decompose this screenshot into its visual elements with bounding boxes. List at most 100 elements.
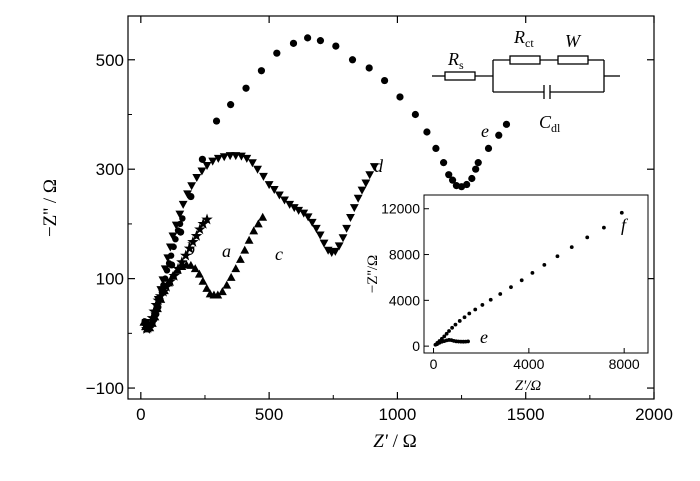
inset-data-point-f: [542, 262, 547, 267]
inset-data-point-f: [498, 292, 503, 296]
inset-points: [433, 210, 624, 347]
inset-data-point-f: [530, 270, 535, 275]
data-point-c: [168, 271, 178, 280]
inset-data-point-f: [473, 307, 478, 312]
series-c: [139, 212, 268, 333]
inset-data-point-f: [444, 331, 449, 336]
inset-data-point-f: [439, 336, 444, 341]
inset-data-point-e: [466, 339, 470, 344]
data-point-e: [474, 159, 482, 167]
data-point-d: [323, 246, 333, 255]
curve-label-b: b: [186, 239, 195, 259]
data-point-d: [150, 312, 160, 321]
data-point-d: [299, 209, 309, 218]
data-point-e: [423, 128, 431, 136]
data-point-d: [148, 319, 158, 327]
data-point-c: [213, 290, 223, 299]
inset-data-point-f: [462, 315, 467, 320]
data-point-e: [242, 84, 250, 92]
data-point-c: [202, 283, 212, 292]
data-point-c: [194, 269, 204, 278]
inset-data-point-f: [467, 311, 472, 316]
inset-data-point-f: [457, 319, 462, 323]
data-point-a: [197, 217, 209, 229]
inset-data-point-f: [602, 225, 606, 230]
curve-label-d: d: [374, 156, 384, 176]
data-point-c: [235, 254, 245, 263]
data-point-d: [269, 186, 279, 195]
main-ticks: 0 500 1000 1500 2000 −100 100 300 500: [86, 16, 673, 424]
inset-y-tick-label: 0: [412, 338, 420, 354]
x-tick-label: 500: [255, 405, 283, 424]
data-point-a: [190, 229, 203, 241]
y-axis-label: −Z'' / Ω: [40, 179, 61, 237]
inset-x-tick-label: 4000: [513, 356, 544, 372]
data-point-d: [357, 186, 367, 195]
y-tick-label: 100: [96, 270, 124, 289]
circuit-label-w: W: [565, 31, 582, 51]
y-tick-label: 300: [96, 160, 124, 179]
data-point-a: [180, 249, 192, 261]
data-point-d: [152, 303, 162, 312]
data-point-d: [165, 243, 175, 252]
data-point-c: [198, 276, 208, 285]
data-point-d: [361, 179, 371, 188]
data-point-c: [231, 264, 241, 273]
data-point-d: [160, 265, 170, 274]
data-point-d: [213, 154, 223, 163]
data-point-e: [187, 192, 195, 201]
series-e: [168, 34, 511, 269]
data-point-d: [303, 213, 313, 222]
data-point-c: [160, 286, 169, 295]
data-point-d: [353, 194, 363, 203]
data-point-d: [330, 247, 340, 256]
data-point-d: [280, 196, 289, 205]
data-point-e: [440, 159, 448, 167]
inset-curve-label-f: f: [621, 215, 629, 235]
data-point-d: [171, 221, 181, 230]
warburg-element: [557, 55, 589, 65]
data-point-d: [158, 276, 168, 285]
data-point-a: [194, 223, 206, 235]
data-point-e: [468, 174, 476, 183]
data-point-d: [175, 210, 185, 219]
data-point-d: [202, 161, 212, 170]
data-point-c: [240, 245, 250, 254]
inset-data-point-f: [509, 285, 513, 290]
data-point-d: [342, 224, 352, 233]
x-tick-label: 1000: [379, 405, 417, 424]
x-tick-label: 2000: [635, 405, 673, 424]
data-point-d: [369, 163, 379, 172]
data-point-d: [242, 154, 252, 163]
main-plot-frame: [127, 15, 655, 400]
data-point-e: [198, 155, 207, 163]
inset-series-f: [433, 210, 624, 347]
data-point-c: [186, 260, 196, 269]
circuit-label-rct: Rct: [513, 27, 534, 50]
data-point-d: [248, 159, 257, 168]
data-point-c: [172, 265, 182, 274]
data-point-d: [253, 165, 262, 174]
circuit-label-cdl: Cdl: [539, 112, 561, 135]
data-point-d: [319, 239, 329, 248]
data-point-e: [432, 144, 440, 153]
data-point-e: [227, 101, 235, 109]
inset-data-point-f: [480, 303, 485, 307]
data-point-d: [153, 296, 163, 305]
inset-data-point-f: [450, 325, 455, 330]
data-point-e: [168, 261, 176, 269]
resistor-rct: [509, 55, 541, 65]
data-point-d: [334, 242, 344, 251]
data-point-d: [315, 231, 325, 240]
data-point-d: [192, 174, 202, 183]
data-point-c: [258, 212, 268, 221]
resistor-rs: [444, 71, 476, 81]
data-point-d: [349, 204, 359, 213]
circuit-label-rs: Rs: [447, 49, 464, 72]
data-point-a: [164, 275, 177, 287]
data-point-e: [502, 120, 511, 128]
data-point-e: [484, 144, 493, 153]
data-point-d: [156, 286, 166, 295]
inset-data-point-f: [453, 322, 458, 327]
